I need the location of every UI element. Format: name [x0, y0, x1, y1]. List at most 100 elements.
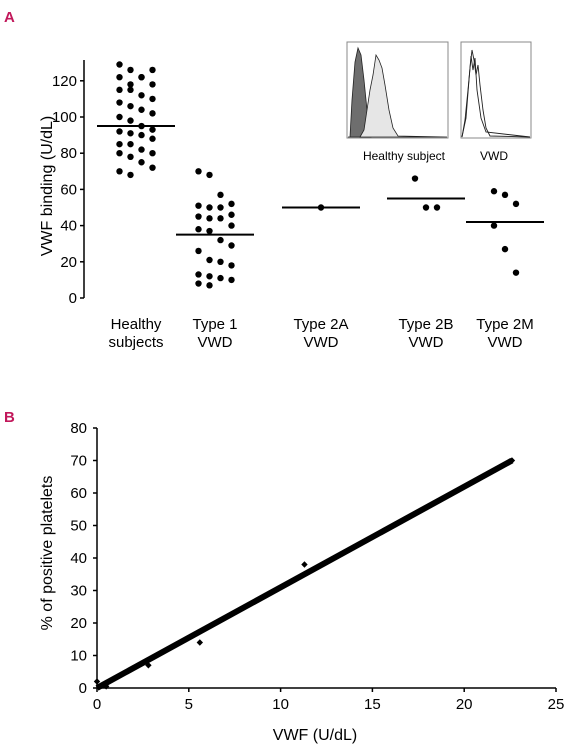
panel-b-data-point	[196, 639, 204, 646]
panel-a-data-point	[217, 191, 224, 199]
panel-a-data-point	[116, 86, 123, 94]
panel-a-data-point	[217, 258, 224, 265]
panel-a-data-point	[206, 171, 213, 179]
panel-a-letter: A	[4, 9, 15, 26]
panel-a-means	[97, 125, 544, 236]
panel-a-data-point	[206, 256, 213, 264]
panel-a-y-tick-label: 100	[52, 109, 77, 126]
panel-b-points	[93, 457, 516, 690]
panel-a-data-point	[149, 164, 156, 171]
panel-b-y-tick-label: 30	[70, 583, 87, 600]
panel-a-data-point	[195, 271, 202, 278]
panel-b-x-tick-label: 15	[364, 696, 381, 713]
panel-a-data-point	[317, 204, 325, 211]
panel-a-data-point	[217, 204, 224, 211]
panel-a-data-point	[149, 95, 156, 103]
panel-a-data-point	[149, 126, 156, 133]
panel-a-data-point	[501, 191, 509, 199]
panel-a-data-point	[116, 128, 123, 135]
panel-a-data-point	[127, 102, 134, 110]
panel-a-data-point	[228, 222, 235, 229]
panel-a-data-point	[195, 213, 202, 220]
panel-a-data-point	[228, 262, 235, 269]
panel-a-category-label: VWD	[409, 334, 444, 351]
panel-a-data-point	[195, 247, 202, 255]
panel-a-data-point	[138, 106, 145, 113]
panel-a-data-point	[116, 113, 123, 121]
panel-b-y-tick-label: 40	[70, 550, 87, 567]
panel-a-data-point	[149, 150, 156, 157]
panel-a-data-point	[422, 204, 430, 211]
panel-a-data-point	[127, 171, 134, 179]
panel-a-data-point	[206, 204, 213, 211]
panel-b-chart: % of positive platelets VWF (U/dL) 0 10 20…	[39, 420, 564, 744]
panel-a-data-point	[138, 131, 145, 139]
panel-a-data-point	[127, 66, 134, 74]
panel-a-category-label: VWD	[198, 334, 233, 351]
panel-a-data-point	[127, 130, 134, 137]
panel-a-data-point	[116, 73, 123, 81]
panel-a-data-point	[116, 61, 123, 68]
panel-b-fit	[95, 457, 514, 691]
panel-b-x-tick-label: 10	[272, 696, 289, 713]
panel-a-y-tick-label: 40	[60, 218, 77, 235]
panel-a-data-point	[138, 159, 145, 166]
panel-a-data-point	[195, 202, 202, 209]
panel-a-data-point	[127, 81, 134, 88]
panel-a-data-point	[228, 276, 235, 284]
panel-b-x-axis-title: VWF (U/dL)	[273, 727, 357, 744]
panel-a-data-point	[149, 81, 156, 88]
panel-a-data-point	[411, 175, 419, 182]
panel-a-data-point	[138, 122, 145, 130]
panel-b-y-tick-label: 70	[70, 453, 87, 470]
panel-a-data-point	[149, 110, 156, 117]
panel-b-x-tick-label: 25	[548, 696, 565, 713]
panel-a-y-tick-label: 80	[60, 145, 77, 162]
panel-a-category-label: VWD	[488, 334, 523, 351]
panel-a-y-tick-label: 20	[60, 254, 77, 271]
panel-a-y-tick-label: 0	[69, 290, 77, 307]
panel-b-y-axis-title: % of positive platelets	[39, 476, 56, 631]
panel-a-data-point	[501, 245, 509, 253]
panel-b-x-tick-label: 20	[456, 696, 473, 713]
panel-a-data-point	[206, 282, 213, 289]
panel-a-y-ticks: 0 20 40 60 80 100 120	[52, 73, 84, 307]
panel-a-data-point	[127, 140, 134, 148]
panel-a-data-point	[195, 280, 202, 287]
panel-a-data-point	[127, 86, 134, 94]
panel-b-data-point	[508, 457, 516, 464]
panel-b-x-ticks: 0 5 10 15 20 25	[93, 688, 565, 713]
panel-a-y-tick-label: 120	[52, 73, 77, 90]
panel-a-data-point	[138, 92, 145, 99]
panel-a-data-point	[127, 117, 134, 124]
panel-b-data-point	[145, 662, 152, 669]
panel-a-data-point	[217, 215, 224, 222]
panel-a-data-point	[195, 168, 202, 175]
panel-a-data-point	[228, 242, 235, 249]
panel-b-x-tick-label: 0	[93, 696, 101, 713]
panel-a-data-point	[217, 236, 224, 244]
panel-b-y-tick-label: 20	[70, 615, 87, 632]
panel-a-data-point	[138, 146, 145, 153]
panel-a-data-point	[217, 274, 224, 282]
panel-b-y-ticks: 0 10 20 30 40 50 60 70 80	[70, 420, 97, 697]
panel-a-data-point	[116, 150, 123, 157]
panel-a-data-point	[116, 168, 123, 175]
inset-healthy: Healthy subject	[346, 41, 449, 163]
panel-a-category-label: VWD	[304, 334, 339, 351]
panel-a-data-point	[433, 204, 441, 211]
panel-a-points	[116, 61, 520, 289]
panel-a-data-point	[490, 222, 498, 229]
panel-b-y-tick-label: 50	[70, 518, 87, 535]
panel-a-data-point	[127, 153, 134, 161]
panel-b-data-point	[301, 561, 308, 568]
panel-a-data-point	[490, 188, 498, 195]
panel-b-data-point	[93, 678, 101, 685]
panel-a-category-label: subjects	[108, 334, 163, 351]
panel-a-data-point	[228, 211, 235, 218]
inset-healthy-vwf-histogram	[359, 53, 448, 138]
panel-a-category-label: Type 2A	[293, 316, 348, 333]
panel-b-y-tick-label: 60	[70, 485, 87, 502]
panel-a-data-point	[149, 135, 156, 142]
